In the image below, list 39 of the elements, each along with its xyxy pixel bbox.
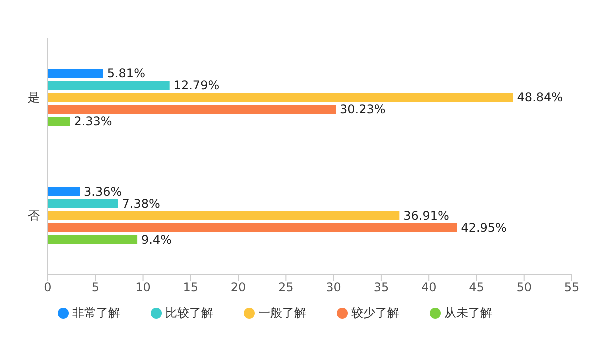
- legend-label: 比较了解: [166, 306, 214, 320]
- y-tick-label: 是: [28, 90, 40, 105]
- data-label: 2.33%: [74, 114, 112, 128]
- x-tick-label: 0: [44, 280, 52, 295]
- x-tick-label: 40: [421, 280, 437, 295]
- x-tick-label: 55: [564, 280, 580, 295]
- bar: [48, 188, 80, 196]
- data-label: 12.79%: [174, 78, 220, 92]
- data-label: 48.84%: [517, 90, 564, 104]
- x-tick-label: 45: [469, 280, 484, 295]
- x-tick-label: 25: [278, 280, 294, 295]
- data-label: 9.4%: [142, 233, 172, 247]
- data-label: 36.91%: [404, 209, 450, 223]
- bar: [48, 224, 458, 232]
- x-tick-label: 30: [326, 280, 342, 295]
- data-label: 42.95%: [461, 221, 507, 235]
- x-tick-label: 10: [136, 280, 151, 295]
- bar: [48, 105, 336, 114]
- legend-label: 较少了解: [352, 306, 400, 320]
- x-tick-label: 15: [183, 280, 199, 295]
- bar: [48, 212, 400, 220]
- data-label: 5.81%: [107, 66, 146, 80]
- x-tick-label: 35: [374, 280, 390, 295]
- bar: [48, 117, 70, 126]
- y-tick-label: 否: [28, 209, 40, 224]
- bar: [48, 81, 170, 90]
- data-label: 30.23%: [340, 102, 386, 116]
- bar: [48, 93, 514, 102]
- legend-label: 从未了解: [444, 306, 492, 320]
- bar: [48, 200, 118, 208]
- legend-label: 非常了解: [72, 306, 120, 320]
- x-tick-label: 5: [92, 280, 100, 295]
- x-tick-label: 20: [230, 280, 246, 295]
- bar: [48, 236, 138, 244]
- x-tick-label: 50: [516, 280, 532, 295]
- data-label: 3.36%: [84, 185, 122, 199]
- legend-label: 一般了解: [258, 306, 306, 320]
- data-label: 7.38%: [122, 197, 160, 211]
- bar: [48, 69, 104, 78]
